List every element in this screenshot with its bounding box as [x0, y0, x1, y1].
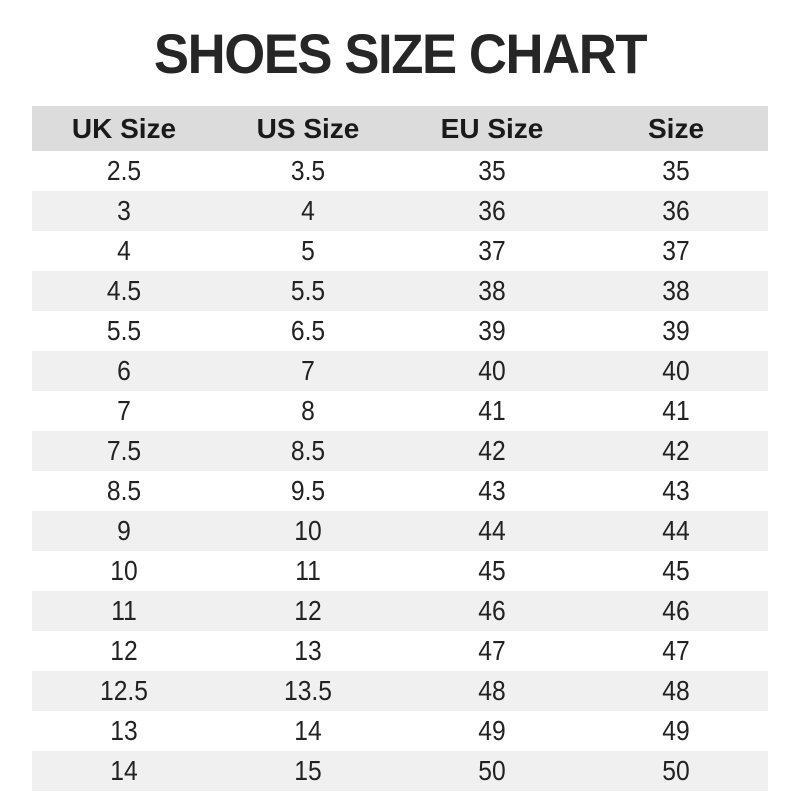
table-cell: 5.5	[106, 315, 142, 346]
table-header-row: UK Size US Size EU Size Size	[32, 106, 768, 151]
table-row: 3 4 36 36	[32, 191, 768, 231]
table-row: 5.5 6.5 39 39	[32, 311, 768, 351]
table-cell: 7	[301, 355, 315, 386]
table-row: 7 8 41 41	[32, 391, 768, 431]
table-row: 14 15 50 50	[32, 751, 768, 791]
table-cell: 37	[662, 235, 690, 266]
table-cell: 6.5	[290, 315, 326, 346]
table-cell: 13	[110, 715, 138, 746]
table-cell: 4	[117, 235, 131, 266]
table-cell: 38	[662, 275, 690, 306]
table-row: 4 5 37 37	[32, 231, 768, 271]
table-cell: 2.5	[106, 155, 142, 186]
table-cell: 41	[662, 395, 690, 426]
table-cell: 44	[662, 515, 690, 546]
table-cell: 38	[478, 275, 506, 306]
table-cell: 39	[478, 315, 506, 346]
table-cell: 41	[478, 395, 506, 426]
table-cell: 37	[478, 235, 506, 266]
table-row: 11 12 46 46	[32, 591, 768, 631]
table-cell: 35	[478, 155, 506, 186]
table-cell: 40	[478, 355, 506, 386]
table-cell: 46	[662, 595, 690, 626]
page-title: SHOES SIZE CHART	[153, 22, 648, 85]
table-cell: 49	[478, 715, 506, 746]
table-row: 8.5 9.5 43 43	[32, 471, 768, 511]
table-row: 6 7 40 40	[32, 351, 768, 391]
table-cell: 46	[478, 595, 506, 626]
column-header-us-size: US Size	[216, 106, 400, 151]
table-cell: 12	[294, 595, 322, 626]
table-cell: 3	[117, 195, 131, 226]
table-cell: 12	[110, 635, 138, 666]
column-header-uk-size: UK Size	[32, 106, 216, 151]
table-cell: 3.5	[290, 155, 326, 186]
table-cell: 14	[110, 755, 138, 786]
table-row: 2.5 3.5 35 35	[32, 151, 768, 191]
table-body: 2.5 3.5 35 35 3 4 36 36 4 5 37 37 4.5 5.5 38 38 5.5 6.5 39…	[32, 151, 768, 791]
table-row: 4.5 5.5 38 38	[32, 271, 768, 311]
table-cell: 36	[478, 195, 506, 226]
table-cell: 39	[662, 315, 690, 346]
table-cell: 10	[294, 515, 322, 546]
table-header: UK Size US Size EU Size Size	[32, 106, 768, 151]
table-cell: 6	[117, 355, 131, 386]
table-cell: 43	[662, 475, 690, 506]
table-row: 12.5 13.5 48 48	[32, 671, 768, 711]
table-cell: 15	[294, 755, 322, 786]
table-cell: 4	[301, 195, 315, 226]
table-cell: 8.5	[106, 475, 142, 506]
table-cell: 45	[662, 555, 690, 586]
table-cell: 42	[478, 435, 506, 466]
table-row: 9 10 44 44	[32, 511, 768, 551]
table-cell: 36	[662, 195, 690, 226]
table-cell: 11	[111, 595, 137, 626]
table-row: 12 13 47 47	[32, 631, 768, 671]
table-cell: 50	[662, 755, 690, 786]
table-cell: 14	[294, 715, 322, 746]
table-cell: 13.5	[284, 675, 332, 706]
table-cell: 50	[478, 755, 506, 786]
table-cell: 9.5	[290, 475, 326, 506]
table-cell: 49	[662, 715, 690, 746]
table-cell: 7	[117, 395, 131, 426]
table-cell: 48	[662, 675, 690, 706]
column-header-size: Size	[584, 106, 768, 151]
table-cell: 4.5	[106, 275, 142, 306]
table-cell: 10	[110, 555, 138, 586]
table-cell: 44	[478, 515, 506, 546]
table-cell: 40	[662, 355, 690, 386]
table-cell: 45	[478, 555, 506, 586]
table-cell: 35	[662, 155, 690, 186]
table-cell: 47	[478, 635, 506, 666]
table-cell: 5	[301, 235, 315, 266]
table-cell: 13	[294, 635, 322, 666]
table-cell: 43	[478, 475, 506, 506]
table-cell: 47	[662, 635, 690, 666]
table-cell: 8.5	[290, 435, 326, 466]
table-cell: 12.5	[100, 675, 148, 706]
table-row: 13 14 49 49	[32, 711, 768, 751]
table-cell: 9	[117, 515, 131, 546]
table-cell: 42	[662, 435, 690, 466]
table-row: 10 11 45 45	[32, 551, 768, 591]
size-chart-table: UK Size US Size EU Size Size 2.5 3.5 35 35 3…	[32, 106, 768, 791]
table-row: 7.5 8.5 42 42	[32, 431, 768, 471]
table-cell: 8	[301, 395, 315, 426]
table-cell: 48	[478, 675, 506, 706]
column-header-eu-size: EU Size	[400, 106, 584, 151]
table-cell: 5.5	[290, 275, 326, 306]
table-cell: 7.5	[106, 435, 142, 466]
table-cell: 11	[295, 555, 321, 586]
